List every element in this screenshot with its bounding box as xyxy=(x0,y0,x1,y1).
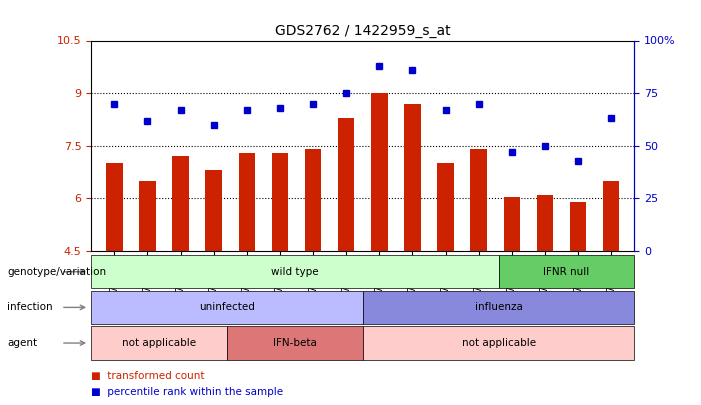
Text: ■  transformed count: ■ transformed count xyxy=(91,371,205,381)
Bar xyxy=(172,156,189,251)
Bar xyxy=(537,195,553,251)
Bar xyxy=(205,171,222,251)
Bar xyxy=(305,149,321,251)
Text: ■  percentile rank within the sample: ■ percentile rank within the sample xyxy=(91,387,283,397)
Bar xyxy=(603,181,620,251)
Text: wild type: wild type xyxy=(271,267,319,277)
Bar xyxy=(371,93,388,251)
Text: not applicable: not applicable xyxy=(461,338,536,348)
Bar xyxy=(503,197,520,251)
Text: IFN-beta: IFN-beta xyxy=(273,338,317,348)
Bar xyxy=(570,202,586,251)
Text: not applicable: not applicable xyxy=(122,338,196,348)
Bar xyxy=(470,149,487,251)
Text: infection: infection xyxy=(7,303,53,312)
Text: influenza: influenza xyxy=(475,303,522,312)
Text: uninfected: uninfected xyxy=(199,303,255,312)
Bar xyxy=(338,118,355,251)
Text: IFNR null: IFNR null xyxy=(543,267,590,277)
Text: genotype/variation: genotype/variation xyxy=(7,267,106,277)
Bar xyxy=(404,104,421,251)
Bar xyxy=(139,181,156,251)
Text: agent: agent xyxy=(7,338,37,348)
Bar xyxy=(272,153,288,251)
Bar xyxy=(437,163,454,251)
Title: GDS2762 / 1422959_s_at: GDS2762 / 1422959_s_at xyxy=(275,24,451,38)
Bar xyxy=(106,163,123,251)
Bar xyxy=(238,153,255,251)
